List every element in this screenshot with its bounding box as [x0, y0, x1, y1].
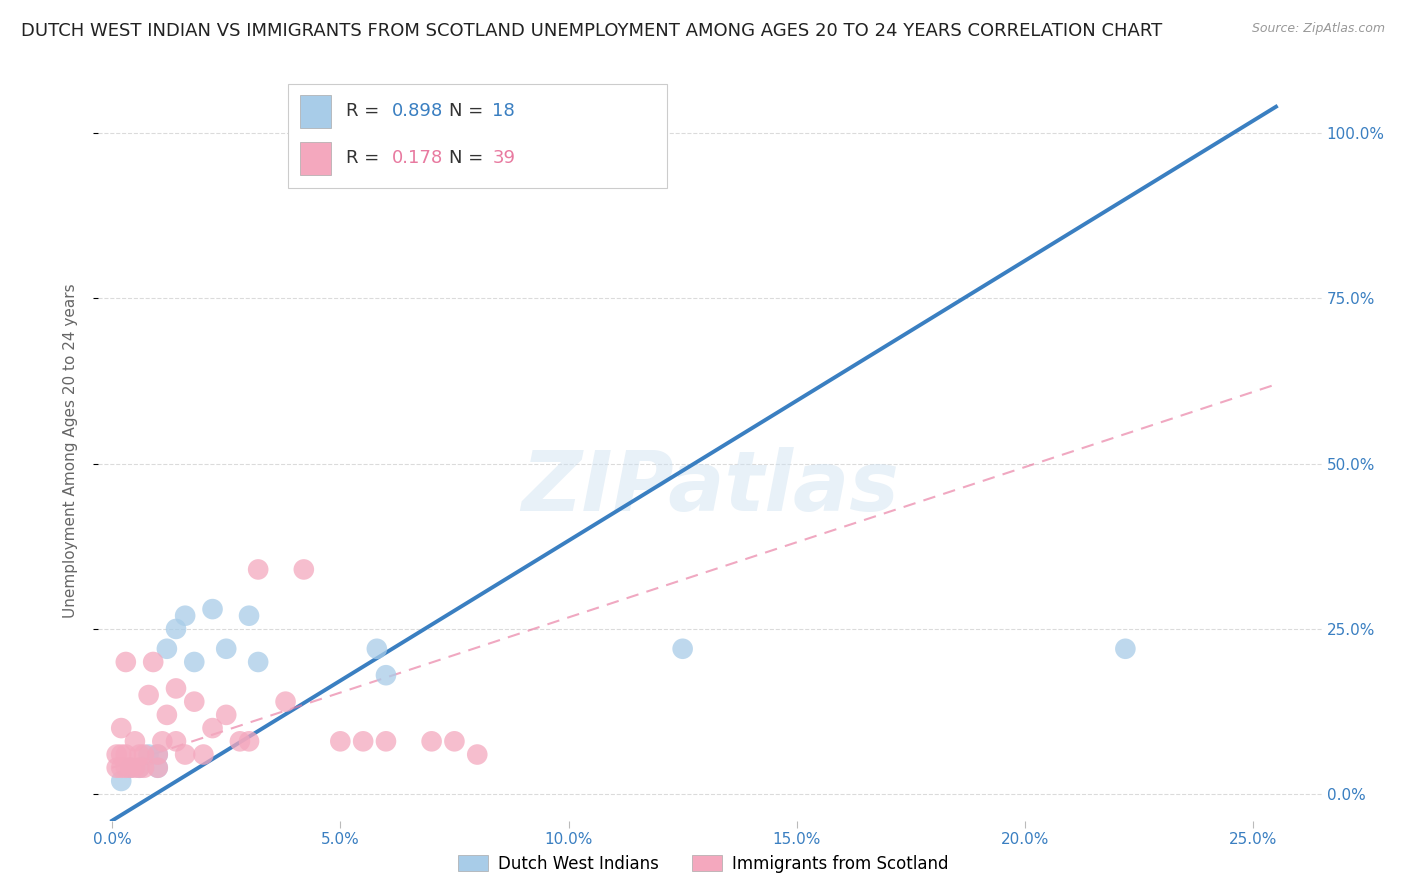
Point [156, 707, 179, 722]
Point [201, 602, 224, 616]
Point [352, 734, 374, 748]
Point [138, 688, 160, 702]
Point [329, 734, 352, 748]
Point [238, 734, 260, 748]
Point [174, 608, 197, 623]
Point [165, 622, 187, 636]
Point [110, 721, 132, 735]
Point [124, 761, 146, 775]
Point [238, 608, 260, 623]
Point [120, 761, 142, 775]
Point [138, 747, 160, 762]
Point [120, 761, 142, 775]
Point [420, 734, 443, 748]
Point [110, 761, 132, 775]
Point [146, 761, 169, 775]
Point [132, 761, 155, 775]
Point [105, 747, 128, 762]
FancyBboxPatch shape [301, 95, 330, 128]
Point [110, 747, 132, 762]
Point [201, 721, 224, 735]
FancyBboxPatch shape [301, 142, 330, 175]
Text: R =: R = [346, 149, 384, 167]
Point [165, 681, 187, 696]
Legend: Dutch West Indians, Immigrants from Scotland: Dutch West Indians, Immigrants from Scot… [451, 848, 955, 880]
Text: 0.178: 0.178 [392, 149, 443, 167]
Point [183, 695, 205, 709]
Point [215, 707, 238, 722]
Point [128, 761, 150, 775]
Point [174, 747, 197, 762]
Point [105, 761, 128, 775]
Text: DUTCH WEST INDIAN VS IMMIGRANTS FROM SCOTLAND UNEMPLOYMENT AMONG AGES 20 TO 24 Y: DUTCH WEST INDIAN VS IMMIGRANTS FROM SCO… [21, 22, 1163, 40]
Point [114, 655, 136, 669]
Point [375, 668, 398, 682]
Point [156, 641, 179, 656]
Point [146, 747, 169, 762]
Point [292, 562, 315, 576]
Text: R =: R = [346, 103, 384, 120]
Text: Source: ZipAtlas.com: Source: ZipAtlas.com [1251, 22, 1385, 36]
Y-axis label: Unemployment Among Ages 20 to 24 years: Unemployment Among Ages 20 to 24 years [63, 283, 77, 618]
Point [215, 641, 238, 656]
Point [132, 747, 155, 762]
Point [247, 562, 270, 576]
Point [150, 734, 173, 748]
Point [114, 747, 136, 762]
Text: ZIPatlas: ZIPatlas [522, 447, 898, 528]
Point [110, 774, 132, 789]
Point [183, 655, 205, 669]
Point [443, 734, 465, 748]
Point [128, 761, 150, 775]
Point [375, 734, 398, 748]
Point [1114, 641, 1136, 656]
Text: N =: N = [450, 149, 489, 167]
FancyBboxPatch shape [288, 84, 668, 187]
Point [146, 747, 169, 762]
Point [114, 761, 136, 775]
Point [124, 734, 146, 748]
Text: 0.898: 0.898 [392, 103, 443, 120]
Point [465, 747, 488, 762]
Point [274, 695, 297, 709]
Point [229, 734, 252, 748]
Point [193, 747, 215, 762]
Text: 18: 18 [492, 103, 515, 120]
Point [366, 641, 388, 656]
Point [672, 641, 695, 656]
Point [142, 655, 165, 669]
Point [128, 747, 150, 762]
Point [146, 761, 169, 775]
Text: N =: N = [450, 103, 489, 120]
Point [165, 734, 187, 748]
Text: 39: 39 [492, 149, 515, 167]
Point [247, 655, 270, 669]
